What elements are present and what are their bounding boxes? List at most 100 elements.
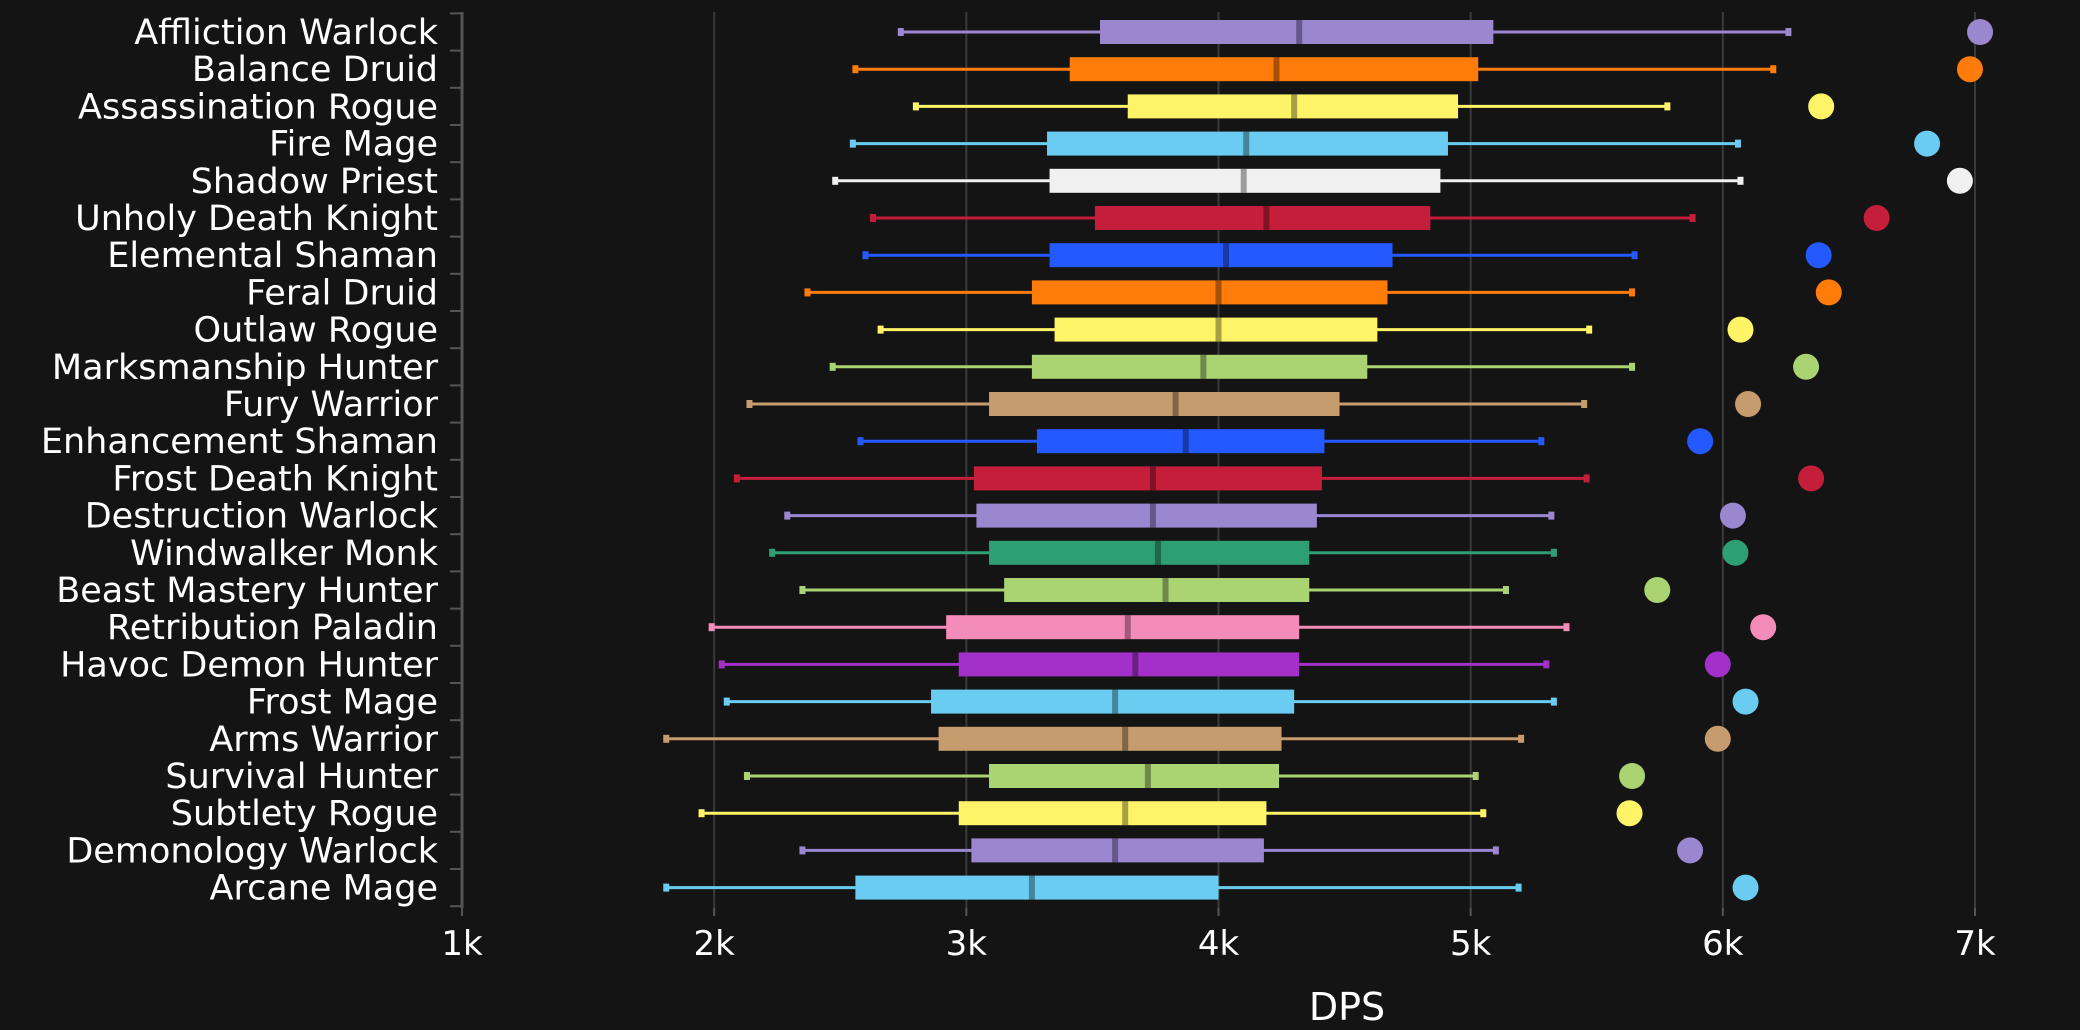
top-dot — [1616, 800, 1643, 827]
whisker-cap-max — [1538, 437, 1545, 446]
whisker-cap-min — [746, 400, 753, 408]
category-label: Frost Mage — [247, 683, 438, 723]
box-row — [746, 391, 1762, 417]
median-mark — [1296, 20, 1303, 44]
whisker-cap-max — [1492, 846, 1499, 855]
whisker-cap-max — [1480, 809, 1487, 818]
iqr-box — [946, 615, 1300, 640]
top-dot — [1815, 279, 1842, 306]
category-label: Assassination Rogue — [78, 87, 438, 127]
x-tick-label: 3k — [946, 924, 988, 964]
whisker-cap-min — [733, 474, 740, 483]
median-mark — [1223, 243, 1230, 268]
whisker-cap-max — [1664, 102, 1671, 111]
whisker-cap-min — [862, 251, 869, 260]
whisker-cap-min — [799, 586, 806, 594]
top-dot — [1677, 837, 1704, 864]
box-row — [784, 502, 1746, 529]
whisker-cap-max — [1548, 511, 1555, 520]
top-dot — [1619, 763, 1646, 789]
x-tick-label: 4k — [1198, 924, 1240, 964]
x-tick-label: 2k — [694, 924, 736, 964]
iqr-box — [1069, 57, 1479, 82]
gridlines — [713, 12, 1976, 908]
box-row — [870, 205, 1890, 231]
iqr-box — [1036, 429, 1325, 454]
x-tick-label: 6k — [1702, 924, 1744, 964]
whisker-cap-max — [1629, 362, 1636, 371]
top-dot — [1704, 651, 1731, 678]
category-label: Shadow Priest — [191, 162, 438, 202]
top-dot — [1798, 465, 1825, 492]
box-row — [743, 763, 1646, 789]
whisker-cap-max — [1550, 548, 1557, 557]
whisker-cap-max — [1689, 214, 1696, 222]
top-dot — [1722, 539, 1749, 566]
median-mark — [1291, 94, 1298, 119]
median-mark — [1149, 466, 1156, 491]
median-mark — [1124, 615, 1131, 640]
category-label: Outlaw Rogue — [194, 311, 438, 351]
box-row — [723, 688, 1759, 715]
box-row — [804, 279, 1842, 306]
category-label: Frost Death Knight — [112, 459, 438, 499]
iqr-box — [989, 540, 1310, 565]
whisker-cap-min — [804, 288, 811, 297]
whisker-cap-min — [877, 325, 884, 334]
box-row — [708, 614, 1777, 641]
category-label: Demonology Warlock — [66, 831, 438, 871]
box-row — [852, 56, 1983, 83]
top-dot — [1863, 205, 1890, 231]
median-mark — [1215, 280, 1222, 305]
whisker-cap-max — [1583, 474, 1590, 483]
iqr-box — [1031, 280, 1388, 305]
whisker-cap-min — [769, 548, 776, 557]
top-dot — [1805, 242, 1832, 269]
box-row — [799, 577, 1671, 603]
category-label: Fire Mage — [269, 125, 438, 165]
whisker-cap-min — [698, 809, 705, 818]
median-mark — [1122, 726, 1129, 751]
whisker-cap-min — [852, 65, 859, 74]
median-mark — [1149, 503, 1156, 528]
category-label: Arms Warrior — [209, 720, 438, 760]
iqr-box — [973, 466, 1322, 491]
median-mark — [1240, 168, 1247, 193]
category-label: Enhancement Shaman — [41, 422, 438, 462]
iqr-box — [1047, 131, 1448, 156]
whisker-cap-max — [1586, 325, 1593, 334]
top-dot — [1735, 391, 1762, 417]
top-dot — [1946, 167, 1973, 194]
iqr-box — [958, 801, 1267, 826]
whisker-cap-max — [1518, 734, 1525, 743]
box-row — [769, 539, 1749, 566]
iqr-box — [1094, 206, 1431, 230]
whisker-cap-min — [849, 139, 856, 148]
x-tick-label: 5k — [1450, 924, 1492, 964]
box-row — [663, 874, 1759, 901]
iqr-box — [989, 392, 1340, 416]
box-row — [733, 465, 1825, 492]
category-label: Windwalker Monk — [130, 534, 439, 574]
whisker-cap-min — [870, 214, 877, 222]
top-dot — [1967, 19, 1994, 45]
x-tick-label: 1k — [441, 924, 483, 964]
iqr-box — [931, 689, 1295, 714]
top-dot — [1750, 614, 1777, 641]
box-row — [832, 167, 1973, 194]
whisker-cap-min — [897, 28, 904, 36]
top-dot — [1704, 725, 1731, 752]
category-label: Arcane Mage — [210, 869, 439, 909]
category-label: Destruction Warlock — [85, 497, 439, 537]
top-dot — [1808, 93, 1835, 120]
whisker-cap-max — [1502, 586, 1509, 594]
category-label: Marksmanship Hunter — [52, 348, 439, 388]
median-mark — [1144, 764, 1151, 788]
top-dot — [1914, 130, 1941, 157]
iqr-box — [1127, 94, 1459, 119]
whisker-cap-max — [1737, 176, 1744, 185]
median-mark — [1243, 131, 1250, 156]
whisker-cap-min — [799, 846, 806, 855]
iqr-box — [1049, 168, 1441, 193]
